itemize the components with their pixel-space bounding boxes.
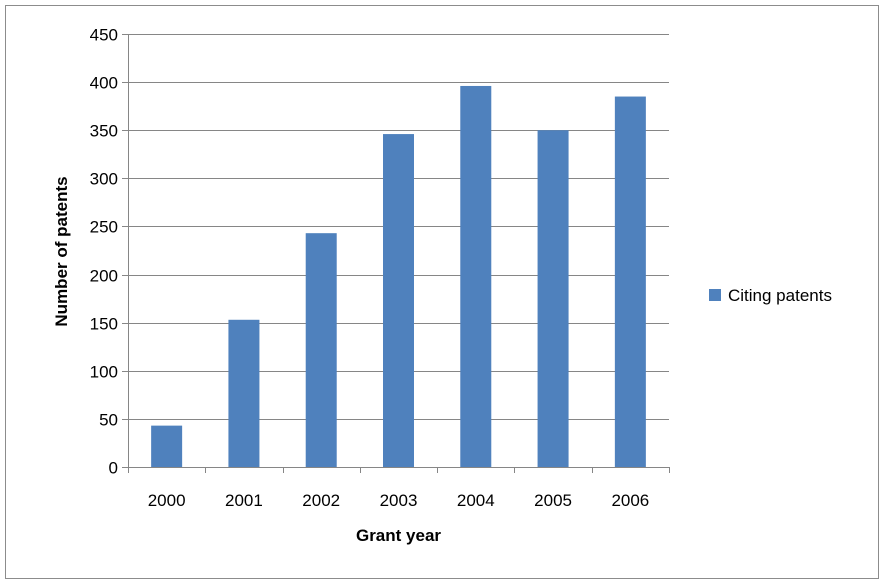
bar-2006 [614, 96, 646, 468]
legend-label: Citing patents [728, 286, 832, 305]
bars [151, 85, 646, 468]
y-tick-label: 0 [109, 459, 118, 478]
y-tick-label: 100 [90, 363, 118, 382]
bar-2002 [305, 233, 337, 467]
x-tick-label: 2000 [148, 491, 186, 510]
x-tick-label: 2005 [534, 491, 572, 510]
x-tick-label: 2006 [611, 491, 649, 510]
y-tick-label: 400 [90, 74, 118, 93]
x-ticks: 2000 2001 2002 2003 2004 2005 2006 [128, 467, 670, 510]
bar-2000 [151, 425, 183, 467]
y-tick-label: 50 [99, 411, 118, 430]
y-tick-label: 300 [90, 170, 118, 189]
x-tick-label: 2002 [302, 491, 340, 510]
y-tick-label: 350 [90, 122, 118, 141]
legend: Citing patents [709, 286, 832, 305]
bar-2005 [537, 130, 569, 467]
y-tick-label: 150 [90, 315, 118, 334]
bar-2004 [460, 85, 492, 468]
y-ticks: 0 50 100 150 200 250 300 350 400 450 [90, 26, 128, 478]
chart-frame [5, 5, 879, 579]
bar-2001 [228, 319, 260, 467]
legend-swatch [709, 289, 721, 301]
x-tick-label: 2004 [457, 491, 495, 510]
y-tick-label: 200 [90, 267, 118, 286]
bar-2003 [383, 134, 414, 467]
y-axis-title: Number of patents [52, 176, 71, 326]
y-tick-label: 450 [90, 26, 118, 45]
x-tick-label: 2001 [225, 491, 263, 510]
x-tick-label: 2003 [380, 491, 418, 510]
x-axis-title: Grant year [356, 526, 441, 545]
y-tick-label: 250 [90, 218, 118, 237]
